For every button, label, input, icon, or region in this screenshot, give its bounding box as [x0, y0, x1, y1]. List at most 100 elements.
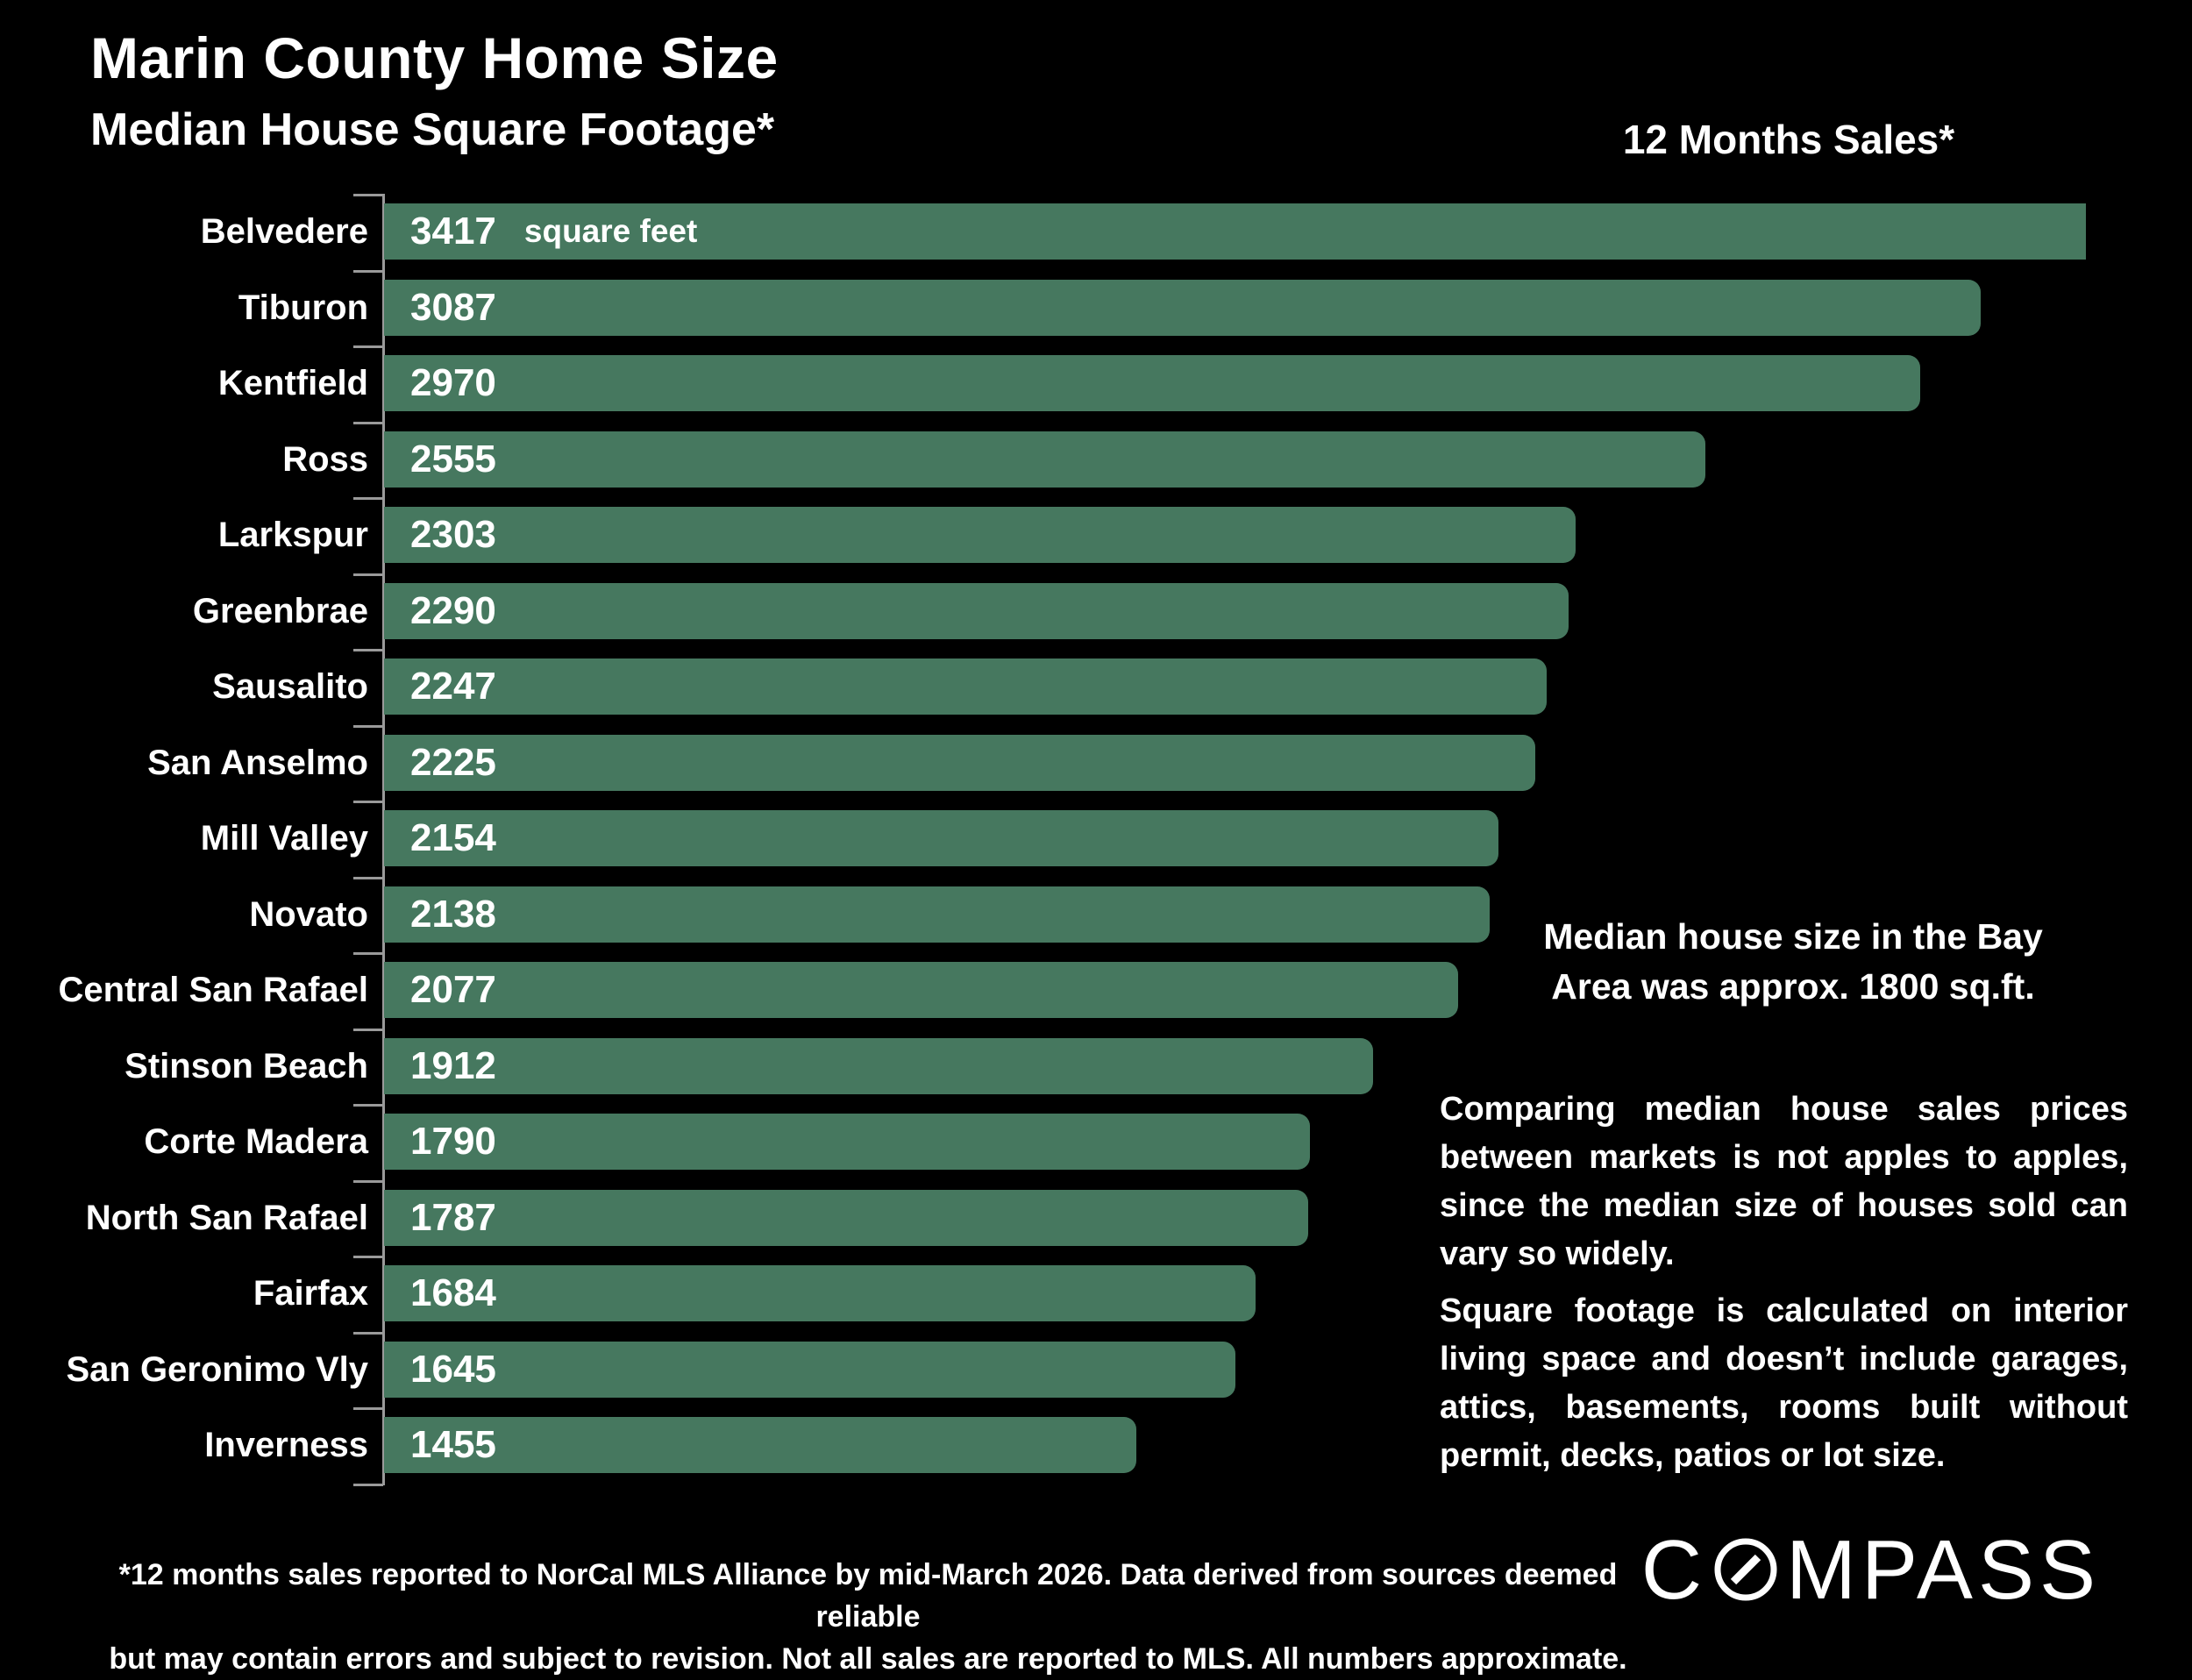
chart-row-larkspur: Larkspur 2303: [0, 507, 2192, 563]
bar-value-label: 1455: [410, 1423, 496, 1466]
bar-stinson-beach: 1912: [384, 1037, 1373, 1094]
bar-fairfax: 1684: [384, 1265, 1256, 1321]
chart-row-belvedere: Belvedere 3417 square feet: [0, 203, 2192, 260]
bar-value-label: 2970: [410, 361, 496, 404]
bar-san-geronimo-vly: 1645: [384, 1341, 1235, 1398]
bar-mill-valley: 2154: [384, 810, 1498, 866]
chart-row-inverness: Inverness 1455: [0, 1417, 2192, 1473]
axis-tick: [353, 724, 383, 728]
category-label-stinson-beach: Stinson Beach: [125, 1046, 368, 1086]
bar-value-label: 2225: [410, 740, 496, 784]
footnote-disclaimer: *12 months sales reported to NorCal MLS …: [96, 1554, 1640, 1680]
sales-period-label: 12 Months Sales*: [1622, 117, 1955, 162]
category-label-belvedere: Belvedere: [200, 212, 368, 251]
logo-text-suffix: MPASS: [1786, 1523, 2101, 1617]
bar-ross: 2555: [384, 431, 1705, 488]
bar-value-label: 2077: [410, 968, 496, 1011]
axis-tick: [353, 1028, 383, 1031]
bar-value-label: 1684: [410, 1271, 496, 1314]
bar-value-label: 1787: [410, 1195, 496, 1239]
bar-value-label: 2247: [410, 665, 496, 708]
category-label-greenbrae: Greenbrae: [192, 591, 368, 630]
bar-unit-label: square feet: [523, 213, 698, 249]
bar-value-label: 3087: [410, 285, 496, 329]
category-label-san-geronimo-vly: San Geronimo Vly: [66, 1349, 368, 1389]
axis-tick: [353, 194, 383, 196]
bay-area-note: Median house size in the Bay Area was ap…: [1543, 916, 2043, 1007]
bar-value-label: 2154: [410, 816, 496, 859]
axis-tick: [353, 1331, 383, 1335]
bar-value-label: 2303: [410, 513, 496, 556]
axis-tick: [353, 649, 383, 651]
bar-larkspur: 2303: [384, 507, 1576, 563]
axis-tick: [353, 1256, 383, 1258]
chart-row-ross: Ross 2555: [0, 431, 2192, 488]
axis-tick: [353, 1483, 383, 1486]
axis-tick: [353, 801, 383, 803]
footnote-line-2: but may contain errors and subject to re…: [109, 1642, 1627, 1676]
category-label-novato: Novato: [249, 894, 368, 934]
bar-inverness: 1455: [384, 1417, 1136, 1473]
axis-tick: [353, 1179, 383, 1183]
bar-corte-madera: 1790: [384, 1114, 1310, 1170]
slide: Marin County Home Size Median House Squa…: [0, 25, 2192, 1676]
chart-row-fairfax: Fairfax 1684: [0, 1265, 2192, 1321]
chart-row-san-anselmo: San Anselmo 2225: [0, 734, 2192, 791]
axis-tick: [353, 1104, 383, 1107]
category-label-inverness: Inverness: [204, 1426, 368, 1464]
page-subtitle: Median House Square Footage*: [90, 104, 775, 155]
bar-tiburon: 3087: [384, 279, 1981, 336]
chart-row-kentfield: Kentfield 2970: [0, 355, 2192, 411]
category-label-fairfax: Fairfax: [253, 1274, 368, 1313]
category-label-north-san-rafael: North San Rafael: [85, 1198, 368, 1237]
category-label-kentfield: Kentfield: [217, 364, 368, 402]
bar-value-label: 2555: [410, 437, 496, 481]
bar-sausalito: 2247: [384, 658, 1547, 715]
sqft-definition-paragraph: Square footage is calculated on interior…: [1440, 1292, 2128, 1474]
bar-san-anselmo: 2225: [384, 734, 1535, 791]
compass-logo: C MPASS: [1641, 1528, 2101, 1612]
chart-row-central-san-rafael: Central San Rafael 2077: [0, 962, 2192, 1018]
logo-text-prefix: C: [1640, 1523, 1708, 1617]
category-label-larkspur: Larkspur: [217, 516, 368, 554]
bar-kentfield: 2970: [384, 355, 1920, 411]
chart-row-mill-valley: Mill Valley 2154: [0, 810, 2192, 866]
bar-belvedere: 3417 square feet: [384, 203, 2086, 260]
chart-row-stinson-beach: Stinson Beach 1912: [0, 1037, 2192, 1094]
y-axis-line: [382, 194, 385, 1485]
axis-tick: [353, 573, 383, 576]
category-label-mill-valley: Mill Valley: [200, 819, 368, 858]
axis-tick: [353, 345, 383, 348]
chart-row-san-geronimo-vly: San Geronimo Vly 1645: [0, 1341, 2192, 1398]
bar-central-san-rafael: 2077: [384, 962, 1458, 1018]
bar-novato: 2138: [384, 886, 1490, 943]
category-label-ross: Ross: [282, 439, 368, 479]
axis-tick: [353, 421, 383, 424]
bar-value-label: 3417: [410, 210, 496, 253]
category-label-sausalito: Sausalito: [212, 667, 368, 706]
axis-tick: [353, 876, 383, 879]
category-label-tiburon: Tiburon: [238, 288, 368, 327]
axis-tick: [353, 1407, 383, 1410]
axis-tick: [353, 952, 383, 955]
chart-row-sausalito: Sausalito 2247: [0, 658, 2192, 715]
comparison-paragraph: Comparing median house sales prices betw…: [1440, 1091, 2128, 1272]
bar-value-label: 1645: [410, 1347, 496, 1391]
chart-row-novato: Novato 2138: [0, 886, 2192, 943]
category-label-corte-madera: Corte Madera: [144, 1122, 368, 1161]
page-title: Marin County Home Size: [90, 25, 779, 90]
footnote-line-1: *12 months sales reported to NorCal MLS …: [118, 1558, 1618, 1634]
bar-value-label: 2290: [410, 588, 496, 632]
bar-greenbrae: 2290: [384, 582, 1569, 639]
compass-o-icon: [1714, 1538, 1777, 1601]
axis-tick: [353, 497, 383, 500]
category-label-central-san-rafael: Central San Rafael: [58, 971, 368, 1009]
chart-row-corte-madera: Corte Madera 1790: [0, 1114, 2192, 1170]
bar-north-san-rafael: 1787: [384, 1189, 1308, 1246]
chart-row-north-san-rafael: North San Rafael 1787: [0, 1189, 2192, 1246]
axis-tick: [353, 269, 383, 273]
chart-row-greenbrae: Greenbrae 2290: [0, 582, 2192, 639]
bar-value-label: 2138: [410, 892, 496, 936]
bar-value-label: 1790: [410, 1120, 496, 1163]
bar-value-label: 1912: [410, 1043, 496, 1087]
